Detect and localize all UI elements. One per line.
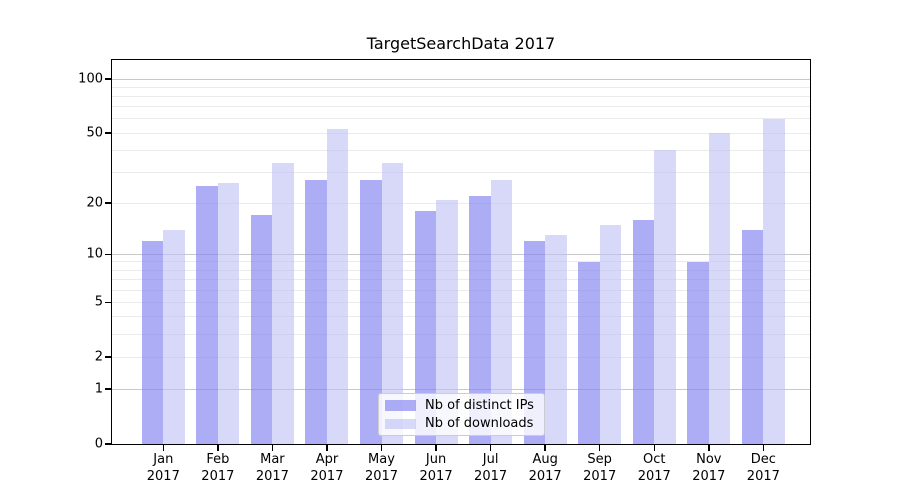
y-tick-mark-50 (105, 132, 112, 134)
bar-nb-of-distinct-ips-oct-2017 (632, 219, 655, 444)
bar-nb-of-downloads-oct-2017 (654, 150, 676, 444)
bar-nb-of-distinct-ips-feb-2017 (196, 186, 218, 444)
gridline-minor-9 (112, 261, 810, 263)
bar-nb-of-downloads-may-2017 (381, 162, 403, 444)
bar-nb-of-distinct-ips-jun-2017 (414, 211, 437, 444)
legend-label-nb-of-downloads: Nb of downloads (425, 416, 534, 432)
x-tick-label-jul-2017: Jul 2017 (474, 452, 508, 484)
gridline-major-100 (112, 78, 810, 80)
bar-nb-of-downloads-mar-2017 (272, 162, 294, 444)
y-tick-label-1: 1 (94, 381, 103, 397)
legend-swatch-nb-of-distinct-ips (385, 400, 416, 411)
bar-nb-of-downloads-nov-2017 (708, 133, 731, 444)
bar-nb-of-distinct-ips-jul-2017 (469, 196, 491, 444)
bar-nb-of-downloads-aug-2017 (545, 235, 567, 444)
y-tick-label-100: 100 (78, 71, 103, 87)
gridline-minor-30 (112, 171, 810, 173)
y-tick-mark-2 (105, 356, 112, 358)
legend-label-nb-of-distinct-ips: Nb of distinct IPs (425, 397, 534, 413)
gridline-minor-6 (112, 289, 810, 291)
x-tick-label-jan-2017: Jan 2017 (146, 452, 180, 484)
gridline-minor-5 (112, 301, 810, 303)
gridline-minor-40 (112, 149, 810, 151)
gridline-minor-3 (112, 333, 810, 335)
legend: Nb of distinct IPs Nb of downloads (378, 393, 545, 436)
bar-nb-of-downloads-dec-2017 (763, 118, 785, 444)
gridline-minor-4 (112, 316, 810, 318)
legend-item-nb-of-distinct-ips: Nb of distinct IPs (385, 398, 534, 413)
gridline-minor-70 (112, 106, 810, 108)
gridline-minor-2 (112, 356, 810, 358)
x-tick-mark-feb-2017 (217, 444, 219, 451)
bar-nb-of-distinct-ips-dec-2017 (741, 229, 764, 444)
x-tick-mark-nov-2017 (708, 444, 710, 451)
x-tick-label-jun-2017: Jun 2017 (419, 452, 453, 484)
gridline-minor-8 (112, 269, 810, 271)
legend-item-nb-of-downloads: Nb of downloads (385, 416, 534, 431)
y-tick-label-20: 20 (86, 195, 103, 211)
bar-nb-of-distinct-ips-apr-2017 (305, 180, 327, 444)
y-tick-label-10: 10 (86, 246, 103, 262)
bar-nb-of-downloads-jan-2017 (163, 229, 185, 444)
y-tick-mark-20 (105, 202, 112, 204)
x-tick-mark-jun-2017 (435, 444, 437, 451)
x-tick-mark-jul-2017 (489, 444, 492, 451)
y-tick-mark-10 (105, 253, 112, 256)
x-tick-mark-dec-2017 (762, 444, 765, 451)
y-tick-mark-5 (105, 301, 112, 304)
y-tick-label-50: 50 (86, 125, 103, 141)
x-tick-mark-may-2017 (380, 444, 383, 451)
bars-layer (112, 60, 810, 444)
bar-nb-of-distinct-ips-jan-2017 (141, 241, 164, 444)
x-tick-label-mar-2017: Mar 2017 (255, 452, 289, 484)
gridlines-layer (112, 60, 810, 444)
x-tick-label-aug-2017: Aug 2017 (528, 452, 562, 484)
y-tick-label-0: 0 (94, 436, 103, 452)
gridline-minor-60 (112, 118, 810, 120)
y-tick-mark-1 (105, 388, 112, 390)
bar-nb-of-downloads-apr-2017 (326, 128, 349, 444)
bar-nb-of-downloads-sep-2017 (599, 224, 622, 444)
y-tick-mark-0 (105, 443, 112, 445)
bar-nb-of-distinct-ips-may-2017 (360, 180, 382, 444)
bar-nb-of-downloads-jul-2017 (490, 180, 513, 444)
y-tick-label-2: 2 (94, 349, 103, 365)
x-tick-mark-apr-2017 (326, 444, 328, 451)
gridline-major-10 (112, 253, 810, 255)
gridline-minor-80 (112, 95, 810, 97)
x-tick-mark-mar-2017 (271, 444, 274, 451)
gridline-minor-90 (112, 86, 810, 88)
x-tick-mark-oct-2017 (653, 444, 655, 451)
bar-nb-of-downloads-jun-2017 (436, 199, 458, 444)
gridline-minor-20 (112, 202, 810, 204)
y-tick-mark-100 (105, 78, 112, 80)
x-tick-label-nov-2017: Nov 2017 (692, 452, 726, 484)
x-tick-mark-jan-2017 (162, 444, 165, 451)
x-tick-label-sep-2017: Sep 2017 (583, 452, 617, 484)
x-tick-label-feb-2017: Feb 2017 (201, 452, 235, 484)
x-tick-label-oct-2017: Oct 2017 (637, 452, 671, 484)
plot-area (111, 59, 811, 445)
gridline-major-1 (112, 388, 810, 390)
legend-swatch-nb-of-downloads (385, 418, 416, 429)
gridline-minor-50 (112, 132, 810, 134)
x-tick-mark-sep-2017 (598, 444, 601, 451)
bar-nb-of-distinct-ips-mar-2017 (250, 215, 273, 444)
bar-nb-of-downloads-feb-2017 (217, 183, 240, 444)
bar-nb-of-distinct-ips-nov-2017 (687, 261, 709, 444)
x-tick-label-apr-2017: Apr 2017 (310, 452, 344, 484)
x-tick-label-dec-2017: Dec 2017 (746, 452, 780, 484)
y-tick-label-5: 5 (94, 294, 103, 310)
x-tick-mark-aug-2017 (544, 444, 546, 451)
gridline-minor-7 (112, 279, 810, 281)
bar-nb-of-distinct-ips-sep-2017 (578, 261, 600, 444)
chart-title: TargetSearchData 2017 (366, 34, 556, 53)
x-tick-label-may-2017: May 2017 (364, 452, 399, 484)
